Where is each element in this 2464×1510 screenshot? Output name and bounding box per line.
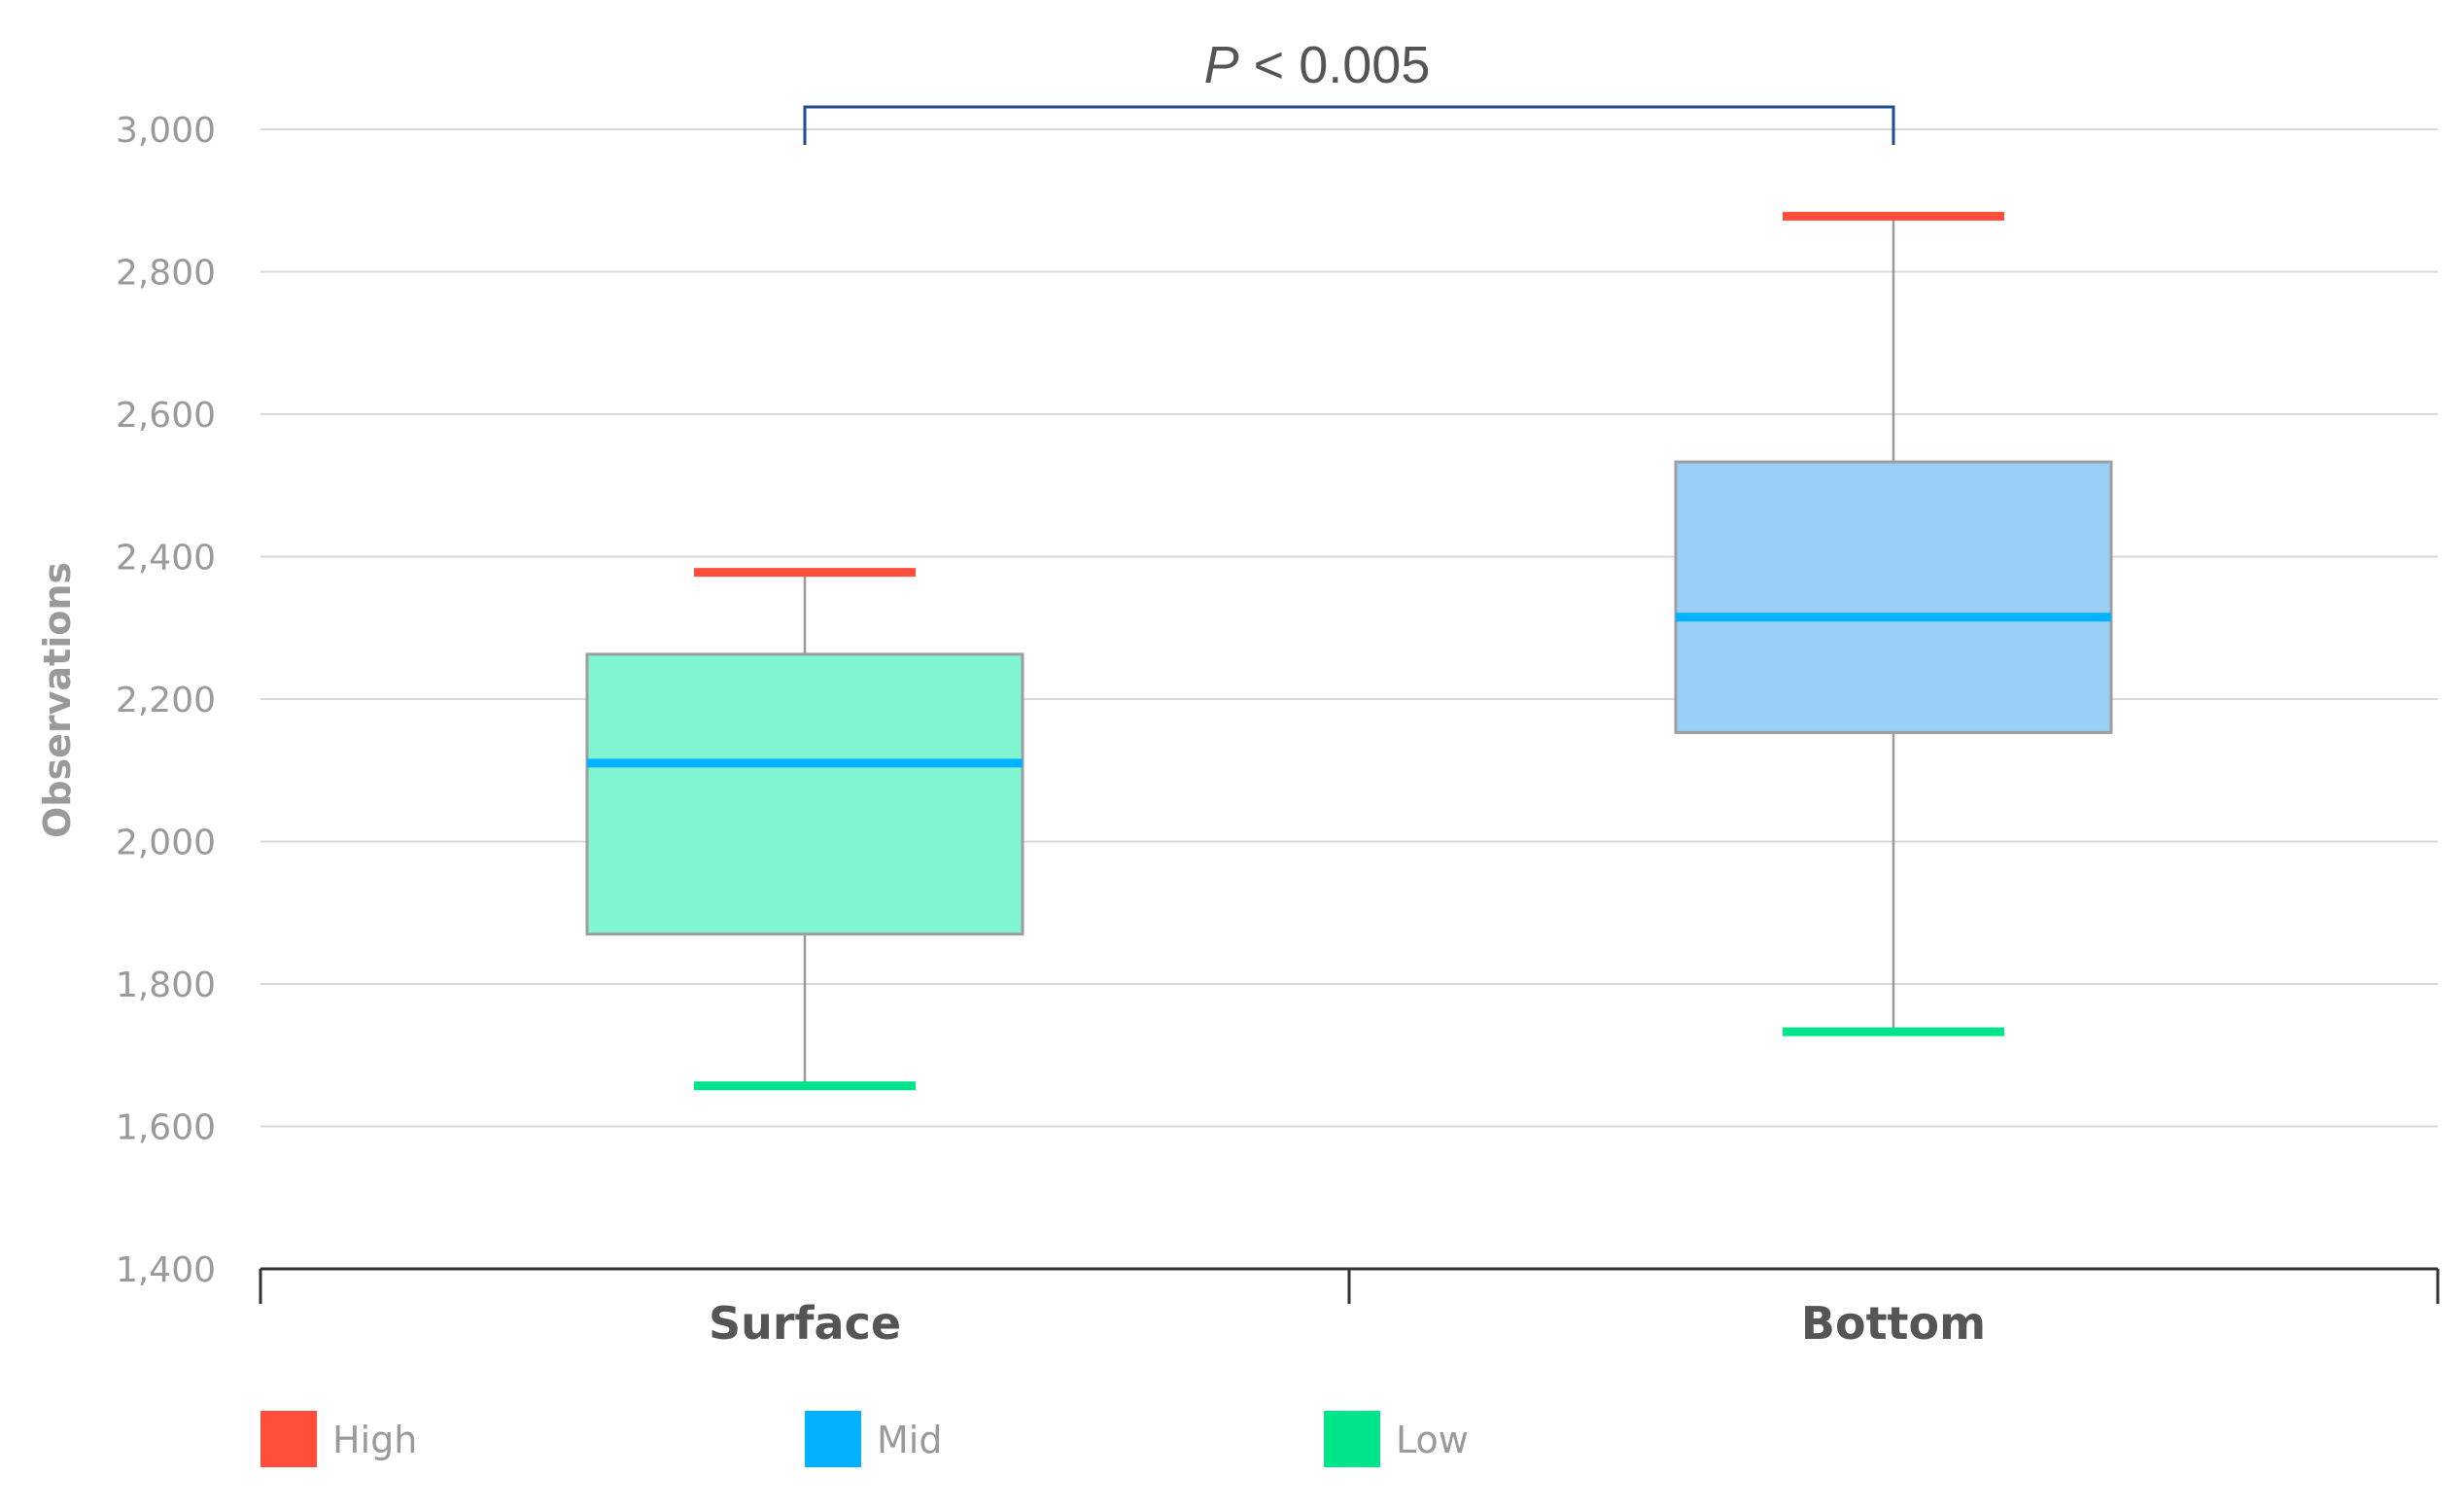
legend-swatch — [805, 1411, 861, 1467]
x-axis: Surface Bottom — [259, 1267, 2440, 1350]
interquartile-box — [1674, 460, 2113, 734]
legend: High Mid Low — [260, 1411, 1469, 1467]
y-tick-label: 2,000 — [116, 824, 216, 863]
x-category-label: Surface — [709, 1297, 901, 1350]
y-tick-label: 2,600 — [116, 396, 216, 436]
y-tick-label: 2,800 — [116, 254, 216, 294]
interquartile-box — [585, 652, 1024, 936]
significance-bracket: P < 0.005 — [803, 36, 1895, 145]
y-axis-label: Observations — [36, 562, 79, 838]
y-axis-ticks: 1,400 1,600 1,800 2,000 2,200 2,400 2,600 2,800… — [116, 111, 216, 1290]
boxes — [585, 211, 2113, 1091]
legend-swatch — [1324, 1411, 1380, 1467]
y-tick-label: 1,400 — [116, 1250, 216, 1290]
y-tick-label: 1,800 — [116, 966, 216, 1005]
y-tick-label: 2,200 — [116, 681, 216, 720]
box-bottom — [1674, 211, 2113, 1036]
y-tick-label: 2,400 — [116, 539, 216, 579]
box-surface — [585, 568, 1024, 1091]
legend-item-high: High — [260, 1411, 417, 1467]
bracket-line — [803, 105, 1895, 145]
legend-label: High — [332, 1419, 417, 1461]
legend-label: Low — [1396, 1419, 1469, 1461]
legend-label: Mid — [877, 1419, 942, 1461]
y-tick-label: 1,600 — [116, 1108, 216, 1148]
significance-label: P < 0.005 — [1204, 36, 1431, 94]
legend-item-mid: Mid — [805, 1411, 942, 1467]
p-symbol: P — [1204, 36, 1239, 94]
y-tick-label: 3,000 — [116, 111, 216, 151]
p-value-text: < 0.005 — [1239, 36, 1431, 94]
legend-item-low: Low — [1324, 1411, 1469, 1467]
legend-swatch — [260, 1411, 317, 1467]
x-category-label: Bottom — [1801, 1297, 1986, 1350]
